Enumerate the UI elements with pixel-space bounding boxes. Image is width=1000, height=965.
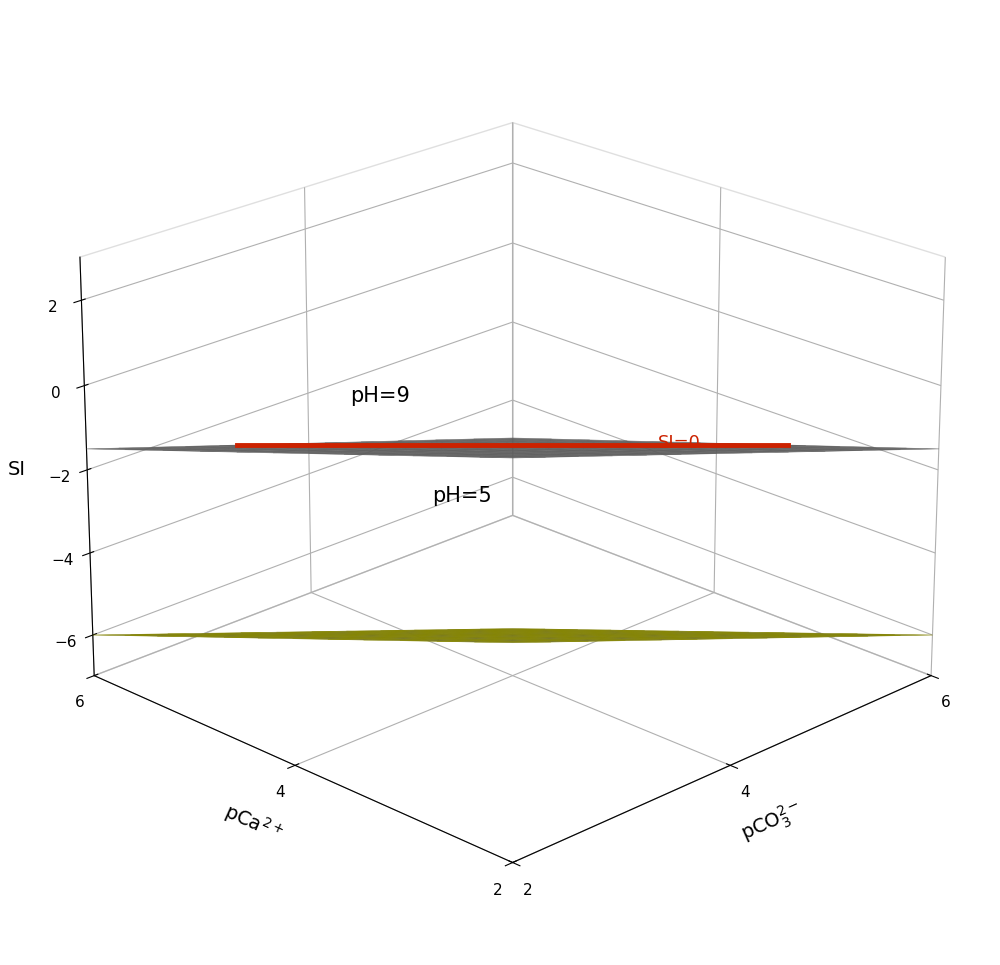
- Y-axis label: pCa$^{2+}$: pCa$^{2+}$: [220, 798, 286, 847]
- X-axis label: pCO$_3^{2-}$: pCO$_3^{2-}$: [737, 797, 807, 848]
